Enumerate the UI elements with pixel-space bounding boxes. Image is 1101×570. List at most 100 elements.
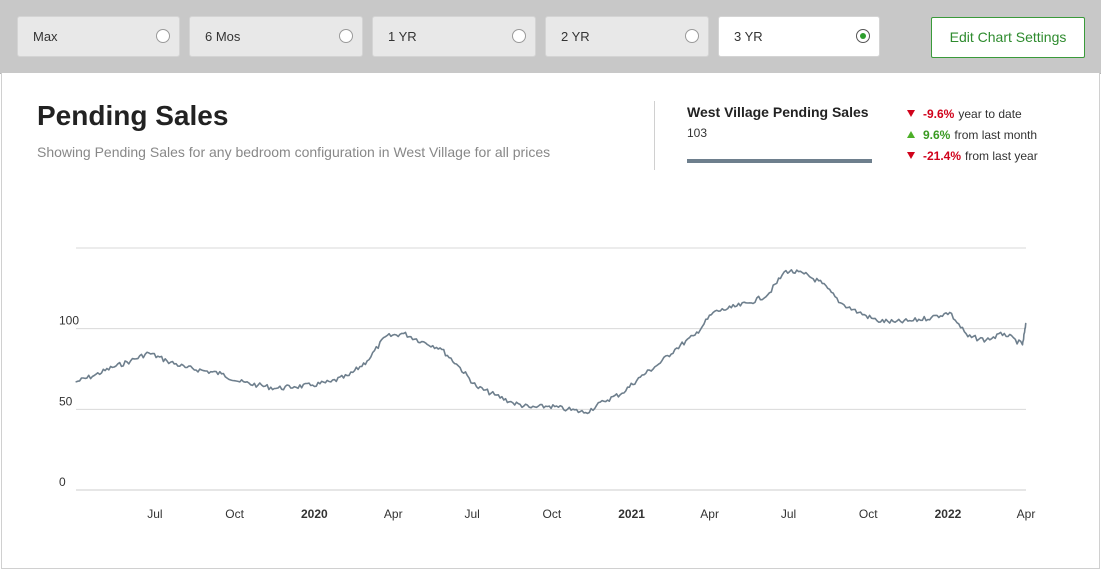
x-tick-label: Jul <box>781 507 796 521</box>
range-button-3-yr[interactable]: 3 YR <box>718 16 880 57</box>
data-point <box>494 394 496 396</box>
x-tick-label: Apr <box>700 507 719 521</box>
range-toolbar: Max 6 Mos 1 YR 2 YR 3 YR Edit Chart Sett… <box>0 0 1101 74</box>
radio-icon[interactable] <box>339 29 353 43</box>
data-point <box>530 407 532 409</box>
radio-icon[interactable] <box>685 29 699 43</box>
stat-from-last-month: 9.6% from last month <box>907 128 1037 142</box>
data-point <box>839 302 842 304</box>
data-point <box>384 336 386 338</box>
data-point <box>312 384 314 386</box>
data-point <box>912 320 914 322</box>
range-button-label: Max <box>33 29 58 44</box>
range-button-max[interactable]: Max <box>17 16 180 57</box>
data-point <box>930 316 933 318</box>
data-point <box>457 365 459 367</box>
data-point <box>548 405 550 407</box>
data-point <box>348 374 350 377</box>
data-point <box>275 387 277 389</box>
triangle-down-icon <box>907 152 915 160</box>
x-tick-label: Jul <box>464 507 479 521</box>
data-point <box>221 373 223 375</box>
x-tick-label: Oct <box>859 507 878 521</box>
pending-sales-chart: 0 50 100 Jul Oct 2020 Apr Jul Oct 2021 Apr Jul Oct 20… <box>59 247 1036 521</box>
data-point <box>821 282 823 285</box>
data-point <box>694 334 696 336</box>
x-tick-label: Oct <box>543 507 562 521</box>
triangle-up-icon <box>907 131 915 139</box>
stat-from-last-year: -21.4% from last year <box>907 149 1038 163</box>
data-point <box>475 386 478 388</box>
data-point <box>967 336 969 338</box>
data-point <box>403 332 405 335</box>
range-button-label: 1 YR <box>388 29 417 44</box>
data-point <box>293 386 295 388</box>
range-button-label: 6 Mos <box>205 29 241 44</box>
stat-label: year to date <box>958 107 1022 121</box>
stat-percent: 9.6% <box>923 128 951 142</box>
data-point <box>421 341 423 343</box>
divider <box>654 101 655 170</box>
range-button-2-yr[interactable]: 2 YR <box>545 16 709 57</box>
data-point <box>767 294 769 296</box>
data-point <box>712 311 714 314</box>
data-point <box>239 381 241 383</box>
x-tick-label: 2020 <box>301 507 328 521</box>
radio-icon[interactable] <box>512 29 526 43</box>
data-point <box>785 270 787 272</box>
x-tick-label: 2021 <box>618 507 645 521</box>
summary-value: 103 <box>687 126 708 140</box>
range-button-label: 2 YR <box>561 29 590 44</box>
y-tick-label: 100 <box>59 314 79 328</box>
data-point <box>603 400 605 402</box>
x-tick-label: Apr <box>1017 507 1036 521</box>
data-point <box>184 366 186 368</box>
radio-icon[interactable] <box>856 29 870 43</box>
page-title: Pending Sales <box>37 100 229 131</box>
data-point <box>676 347 678 349</box>
radio-selected-dot <box>860 33 866 39</box>
x-tick-label: Oct <box>225 507 244 521</box>
y-tick-label: 50 <box>59 394 73 408</box>
range-button-label: 3 YR <box>734 29 763 44</box>
data-point <box>985 339 987 341</box>
data-point <box>75 381 77 383</box>
data-point <box>257 384 259 386</box>
data-point <box>585 412 587 414</box>
series-line <box>75 269 1027 415</box>
triangle-down-icon <box>907 110 915 118</box>
stat-label: from last month <box>954 128 1038 142</box>
summary-title: West Village Pending Sales <box>687 104 869 120</box>
data-point <box>621 392 623 394</box>
data-point <box>330 381 332 383</box>
y-tick-label: 0 <box>59 475 66 489</box>
page-subtitle: Showing Pending Sales for any bedroom co… <box>37 144 551 160</box>
stat-percent: -9.6% <box>923 107 955 121</box>
stat-label: from last year <box>965 149 1038 163</box>
data-point <box>876 320 878 322</box>
data-point <box>748 302 751 304</box>
radio-icon[interactable] <box>156 29 170 43</box>
data-point <box>512 402 514 404</box>
x-tick-label: Jul <box>147 507 162 521</box>
summary-legend-bar <box>687 159 872 163</box>
data-point <box>130 360 132 362</box>
data-point <box>566 408 569 410</box>
edit-chart-settings-button[interactable]: Edit Chart Settings <box>931 17 1085 58</box>
data-point <box>858 311 860 314</box>
stat-percent: -21.4% <box>923 149 962 163</box>
data-point <box>657 363 660 365</box>
data-point <box>639 376 641 378</box>
x-tick-label: Apr <box>384 507 403 521</box>
data-point <box>894 321 896 323</box>
data-point <box>730 307 732 309</box>
data-point <box>1003 332 1005 335</box>
data-point <box>439 347 441 349</box>
range-button-6-mos[interactable]: 6 Mos <box>189 16 363 57</box>
data-point <box>803 273 805 275</box>
data-point <box>949 311 951 314</box>
data-point <box>366 360 368 362</box>
range-button-1-yr[interactable]: 1 YR <box>372 16 536 57</box>
data-point <box>1025 323 1027 325</box>
data-point <box>166 360 168 362</box>
